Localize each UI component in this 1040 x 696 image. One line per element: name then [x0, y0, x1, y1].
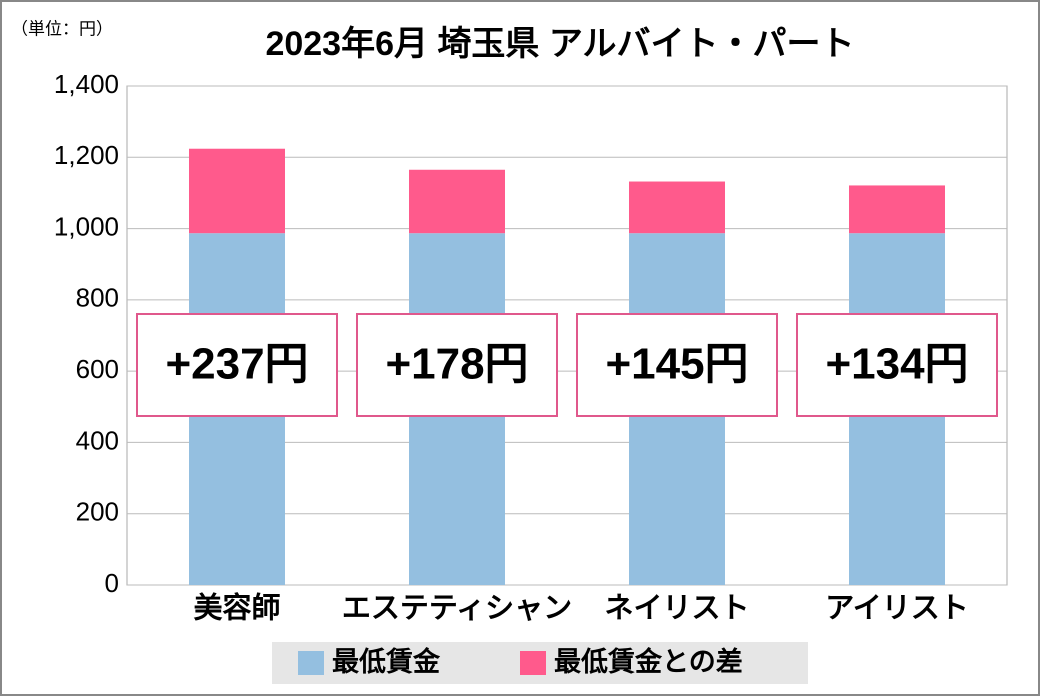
- bar-segment: [189, 148, 285, 234]
- value-label: +134円: [825, 340, 968, 389]
- value-label: +178円: [385, 340, 528, 389]
- bar-segment: [409, 169, 505, 234]
- bar-segment: [629, 181, 725, 234]
- bar-segment: [849, 185, 945, 234]
- legend-label: 最低賃金: [332, 646, 441, 677]
- value-label-box: [356, 313, 558, 417]
- unit-label: （単位：円）: [11, 19, 113, 38]
- y-tick-label: 1,200: [54, 140, 119, 170]
- y-tick-label: 1,000: [54, 211, 119, 241]
- value-label-box: [136, 313, 338, 417]
- x-tick-label: エステティシャン: [342, 593, 572, 625]
- y-tick-label: 600: [76, 354, 119, 384]
- value-label-box: [796, 313, 998, 417]
- value-label: +237円: [165, 340, 308, 389]
- legend-label: 最低賃金との差: [554, 646, 743, 677]
- x-tick-label: 美容師: [193, 591, 280, 625]
- value-label-box: [576, 313, 778, 417]
- legend-swatch: [298, 651, 324, 675]
- x-tick-label: アイリスト: [825, 593, 969, 625]
- y-tick-label: 400: [76, 425, 119, 455]
- y-tick-label: 800: [76, 283, 119, 313]
- y-tick-label: 0: [105, 568, 119, 598]
- y-tick-label: 1,400: [54, 69, 119, 99]
- y-tick-label: 200: [76, 497, 119, 527]
- value-label: +145円: [605, 340, 748, 389]
- legend-swatch: [520, 651, 546, 675]
- chart-title: 2023年6月 埼玉県 アルバイト・パート: [265, 25, 854, 63]
- x-tick-label: ネイリスト: [604, 593, 749, 625]
